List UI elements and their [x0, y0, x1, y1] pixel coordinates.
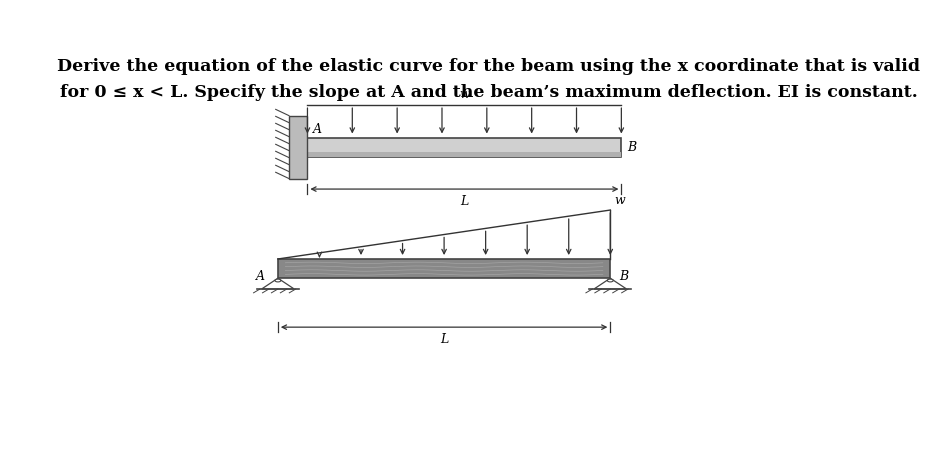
Polygon shape: [262, 278, 294, 289]
Bar: [288, 116, 307, 178]
Text: A: A: [313, 123, 322, 136]
Bar: [307, 138, 621, 157]
Text: L: L: [460, 195, 468, 208]
Text: w: w: [459, 88, 469, 101]
Text: Derive the equation of the elastic curve for the beam using the x coordinate tha: Derive the equation of the elastic curve…: [57, 58, 919, 75]
Circle shape: [275, 279, 281, 282]
Text: L: L: [440, 333, 447, 346]
Bar: [278, 259, 609, 278]
Text: for 0 ≤ x < L. Specify the slope at A and the beam’s maximum deflection. EI is c: for 0 ≤ x < L. Specify the slope at A an…: [59, 84, 917, 101]
Text: w: w: [613, 194, 625, 207]
Text: A: A: [255, 270, 265, 283]
Circle shape: [606, 279, 612, 282]
Polygon shape: [593, 278, 625, 289]
Bar: [307, 152, 621, 157]
Text: B: B: [619, 270, 627, 283]
Text: B: B: [626, 141, 636, 153]
